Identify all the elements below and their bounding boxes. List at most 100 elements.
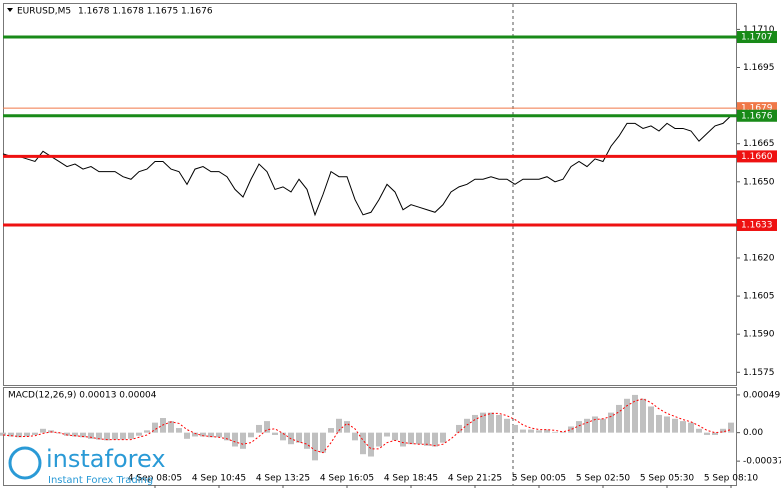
macd-bar — [88, 432, 94, 439]
macd-bar — [696, 428, 702, 433]
macd-bar — [80, 432, 86, 438]
x-tick-label: 5 Sep 08:10 — [704, 474, 759, 484]
level-line-tag — [737, 218, 777, 231]
macd-bar — [552, 431, 558, 433]
macd-bar — [240, 432, 246, 449]
x-tick-label: 5 Sep 05:30 — [640, 474, 695, 484]
macd-bar — [496, 414, 502, 433]
signal-line — [2, 398, 732, 454]
x-tick-label: 4 Sep 16:05 — [320, 474, 374, 484]
macd-bar — [408, 432, 414, 445]
macd-bar — [488, 412, 494, 433]
y-tick-label: -0.00037 — [743, 457, 781, 467]
price-frame — [3, 3, 737, 386]
macd-bar — [152, 422, 158, 433]
level-line-tag — [737, 150, 777, 163]
macd-bar — [0, 432, 6, 436]
macd-bar — [272, 432, 278, 435]
macd-bar — [520, 429, 526, 433]
x-tick-label: 4 Sep 18:45 — [384, 474, 438, 484]
macd-bar — [504, 418, 510, 433]
macd-bar — [432, 432, 438, 447]
macd-bar — [512, 424, 518, 433]
y-tick-label: 0.00049 — [743, 390, 780, 400]
x-tick-label: 5 Sep 00:05 — [512, 474, 566, 484]
level-line-label: 1.1660 — [741, 152, 773, 162]
y-tick-label: 1.1605 — [743, 292, 775, 302]
y-tick-label: 1.1695 — [743, 63, 775, 73]
ohlc: 1.1678 1.1678 1.1675 1.1676 — [78, 7, 213, 17]
logo: instaforex Instant Forex Trading — [8, 445, 166, 486]
macd-bar — [384, 432, 390, 437]
macd-bar — [192, 432, 198, 437]
macd-bar — [472, 414, 478, 433]
macd-bar — [584, 418, 590, 433]
macd-bar — [24, 432, 30, 437]
macd-bar — [720, 428, 726, 433]
macd-bar — [96, 432, 102, 440]
brand-tagline: Instant Forex Trading — [48, 475, 153, 486]
macd-bar — [256, 424, 262, 433]
macd-bar — [688, 422, 694, 433]
macd-bar — [352, 432, 358, 441]
macd-bar — [656, 414, 662, 433]
ask-line-label: 1.1679 — [741, 104, 773, 114]
macd-bar — [264, 421, 270, 433]
level-line-tag — [737, 31, 777, 44]
x-tick-label: 4 Sep 08:05 — [128, 474, 182, 484]
y-tick-label: 1.1665 — [743, 139, 775, 149]
x-tick-label: 4 Sep 10:45 — [192, 474, 246, 484]
macd-bar — [480, 412, 486, 433]
macd-bar — [608, 412, 614, 433]
macd-bar — [424, 432, 430, 446]
macd-bar — [400, 432, 406, 447]
macd-bar — [280, 432, 286, 441]
y-tick-label: 1.1590 — [743, 330, 775, 340]
macd-bar — [64, 432, 70, 436]
macd-bar — [40, 428, 46, 433]
macd-bar — [536, 430, 542, 433]
macd-bar — [184, 432, 190, 439]
macd-bar — [72, 432, 78, 437]
symbol: EURUSD,M5 — [17, 7, 71, 17]
macd-bar — [632, 394, 638, 433]
macd-bar — [416, 432, 422, 445]
macd-bar — [32, 432, 38, 435]
level-line-tag — [737, 109, 777, 122]
macd-bar — [712, 432, 718, 435]
macd-bar — [464, 418, 470, 433]
macd-bar — [456, 424, 462, 433]
macd-bar — [136, 432, 142, 436]
macd-bar — [560, 431, 566, 433]
macd-bar — [16, 432, 22, 438]
macd-bar — [568, 426, 574, 433]
y-tick-label: 1.1710 — [743, 25, 775, 35]
macd-bar — [600, 418, 606, 433]
macd-bar — [128, 432, 134, 439]
macd-bar — [616, 404, 622, 433]
macd-title: MACD(12,26,9) 0.00013 0.00004 — [8, 391, 157, 401]
level-line-label: 1.1633 — [741, 220, 773, 230]
macd-bar — [312, 432, 318, 461]
y-tick-label: 0.00 — [743, 428, 763, 438]
macd-bar — [216, 432, 222, 438]
macd-bar — [104, 432, 110, 441]
brand-name: instaforex — [46, 445, 166, 473]
macd-bar — [576, 421, 582, 433]
macd-bar — [648, 406, 654, 433]
price-line — [2, 115, 732, 217]
macd-bar — [168, 421, 174, 433]
macd-bar — [680, 421, 686, 433]
level-line-label: 1.1676 — [741, 111, 773, 121]
macd-bar — [320, 432, 326, 453]
macd-bar — [304, 432, 310, 449]
menu-arrow — [7, 8, 13, 12]
macd-bar — [544, 429, 550, 433]
macd-bar — [624, 398, 630, 433]
macd-bar — [8, 432, 14, 437]
macd-frame — [3, 387, 737, 486]
macd-bar — [360, 432, 366, 455]
macd-bar — [296, 432, 302, 443]
macd-bar — [672, 418, 678, 433]
